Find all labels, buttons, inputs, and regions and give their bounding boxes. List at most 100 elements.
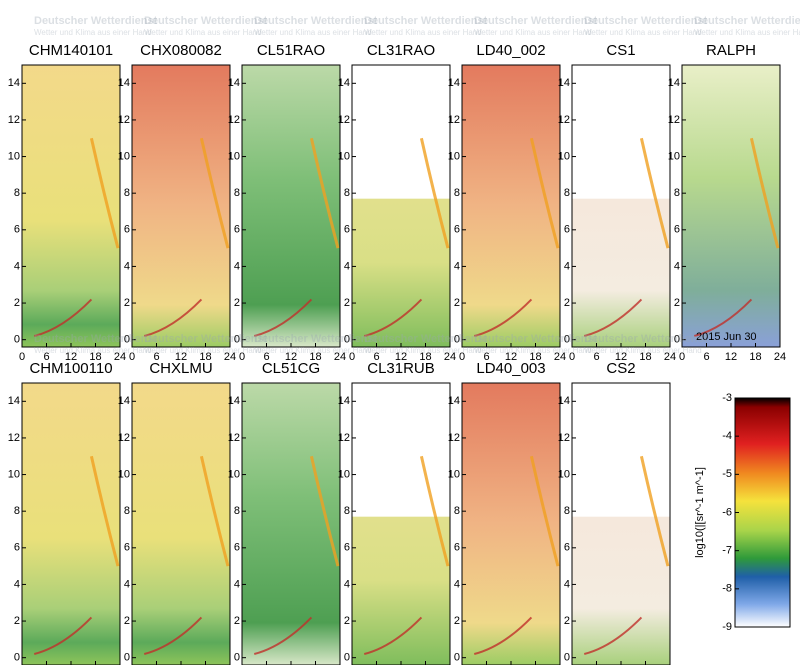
x-tick-label: 18	[199, 351, 211, 363]
x-tick-label: 6	[263, 351, 269, 363]
y-tick-label: 10	[8, 468, 20, 480]
panel-image	[242, 65, 340, 347]
y-tick-label: 6	[454, 542, 460, 554]
y-tick-label: 10	[558, 468, 570, 480]
y-tick-label: 2	[234, 297, 240, 309]
y-tick-label: 2	[14, 615, 20, 627]
panel-title: LD40_002	[476, 42, 545, 59]
watermark: Deutscher Wetterdienst	[34, 333, 158, 345]
y-tick-label: 4	[234, 260, 240, 272]
no-data	[572, 65, 670, 199]
y-tick-label: 0	[564, 334, 570, 346]
y-tick-label: 0	[674, 334, 680, 346]
y-tick-label: 12	[668, 114, 680, 126]
boundary-layer	[364, 298, 423, 337]
x-tick-label: 24	[444, 351, 456, 363]
watermark-sub: Wetter und Klima aus einer Hand	[144, 28, 262, 37]
watermark-sub: Wetter und Klima aus einer Hand	[34, 346, 152, 355]
y-tick-label: 6	[14, 542, 20, 554]
watermark-sub: Wetter und Klima aus einer Hand	[364, 28, 482, 37]
y-tick-label: 2	[564, 615, 570, 627]
y-tick-label: 12	[8, 114, 20, 126]
panel-image	[132, 65, 230, 347]
x-tick-label: 24	[664, 351, 676, 363]
panel-title: CS2	[606, 360, 635, 377]
y-tick-label: 0	[454, 652, 460, 664]
y-tick-label: 4	[344, 260, 350, 272]
colorbar-tick-label: -9	[722, 621, 732, 633]
y-tick-label: 0	[344, 652, 350, 664]
boundary-layer	[584, 298, 643, 337]
panel-image	[22, 383, 120, 665]
y-tick-label: 8	[344, 187, 350, 199]
y-tick-label: 0	[234, 652, 240, 664]
panel-image	[132, 383, 230, 665]
y-tick-label: 8	[344, 505, 350, 517]
x-tick-label: 0	[349, 351, 355, 363]
no-data	[352, 65, 450, 199]
y-tick-label: 0	[14, 334, 20, 346]
panel-title: CHXLMU	[149, 360, 212, 377]
y-tick-label: 12	[558, 432, 570, 444]
y-tick-label: 6	[564, 224, 570, 236]
x-tick-label: 6	[593, 351, 599, 363]
panel-image	[462, 65, 560, 347]
colorbar-label: log10(|[sr^-1 m^-1]	[694, 467, 706, 558]
panel-title: CL51RAO	[257, 42, 325, 59]
no-data	[572, 383, 670, 517]
y-tick-label: 8	[674, 187, 680, 199]
watermark: Deutscher Wetterdienst	[474, 15, 598, 27]
cloud-trace	[529, 455, 560, 567]
watermark: Deutscher Wetterdienst	[584, 333, 708, 345]
watermark-sub: Wetter und Klima aus einer Hand	[474, 28, 592, 37]
x-tick-label: 24	[224, 351, 236, 363]
y-tick-label: 14	[448, 77, 460, 89]
y-tick-label: 6	[234, 542, 240, 554]
watermark-sub: Wetter und Klima aus einer Hand	[584, 28, 702, 37]
y-tick-label: 8	[454, 187, 460, 199]
y-tick-label: 2	[674, 297, 680, 309]
y-tick-label: 2	[344, 297, 350, 309]
y-tick-label: 8	[234, 505, 240, 517]
y-tick-label: 4	[564, 578, 570, 590]
y-tick-label: 14	[338, 395, 350, 407]
x-tick-label: 18	[529, 351, 541, 363]
no-data	[352, 383, 450, 517]
cloud-trace	[309, 137, 340, 249]
boundary-layer	[474, 616, 533, 655]
boundary-layer	[584, 616, 643, 655]
boundary-layer	[144, 298, 203, 337]
colorbar-tick-label: -5	[722, 468, 732, 480]
boundary-layer	[694, 298, 753, 337]
x-tick-label: 12	[285, 351, 297, 363]
y-tick-label: 2	[124, 615, 130, 627]
y-tick-label: 8	[14, 505, 20, 517]
y-tick-label: 12	[228, 432, 240, 444]
x-tick-label: 6	[153, 351, 159, 363]
y-tick-label: 14	[8, 395, 20, 407]
x-tick-label: 12	[395, 351, 407, 363]
y-tick-label: 8	[564, 187, 570, 199]
cloud-trace	[199, 455, 230, 567]
date-annotation: 2015 Jun 30	[696, 331, 757, 343]
x-tick-label: 0	[459, 351, 465, 363]
x-tick-label: 12	[175, 351, 187, 363]
cloud-trace	[419, 137, 450, 249]
x-tick-label: 18	[749, 351, 761, 363]
x-tick-label: 18	[639, 351, 651, 363]
y-tick-label: 2	[14, 297, 20, 309]
x-tick-label: 12	[65, 351, 77, 363]
y-tick-label: 4	[454, 260, 460, 272]
cloud-trace	[639, 455, 670, 567]
y-tick-label: 6	[124, 224, 130, 236]
y-tick-label: 10	[8, 150, 20, 162]
y-tick-label: 14	[8, 77, 20, 89]
y-tick-label: 14	[118, 77, 130, 89]
cloud-trace	[639, 137, 670, 249]
x-tick-label: 0	[569, 351, 575, 363]
x-tick-label: 0	[679, 351, 685, 363]
panel-image	[682, 65, 780, 347]
y-tick-label: 2	[454, 615, 460, 627]
y-tick-label: 6	[674, 224, 680, 236]
y-tick-label: 12	[118, 114, 130, 126]
